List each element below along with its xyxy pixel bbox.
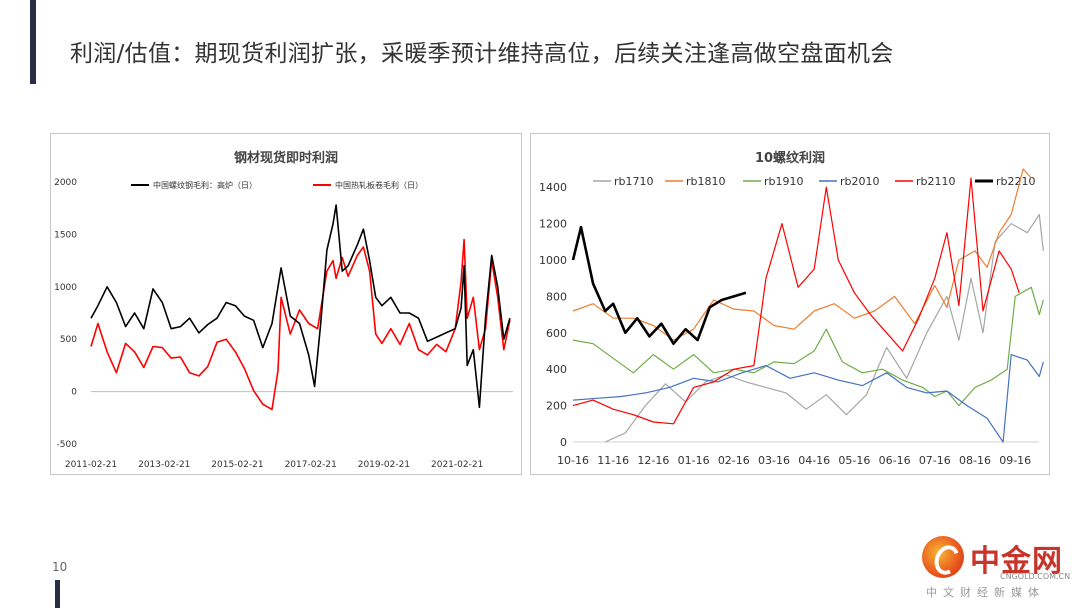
x-tick-label: 2011-02-21 bbox=[65, 460, 117, 470]
chart-right: 10螺纹利润 0 200 400 600 800 1000 1200 1400 10-16 11-1… bbox=[539, 150, 1044, 467]
logo-mark-icon bbox=[922, 536, 964, 579]
x-tick-label: 01-16 bbox=[678, 454, 710, 467]
x-tick-label: 2019-02-21 bbox=[358, 460, 410, 470]
title-accent-bar bbox=[30, 0, 36, 84]
chart-left: 钢材现货即时利润 -500 0 500 1000 1500 2000 2011-02-21 20… bbox=[54, 150, 513, 470]
y-tick-label: 500 bbox=[60, 335, 77, 345]
chart-panel-left: 钢材现货即时利润 -500 0 500 1000 1500 2000 2011-02-21 20… bbox=[50, 133, 522, 475]
y-tick-label: 0 bbox=[71, 388, 77, 398]
y-tick-label: 800 bbox=[546, 290, 567, 303]
y-tick-label: 2000 bbox=[54, 178, 77, 188]
logo-name: 中金网 bbox=[970, 544, 1063, 579]
x-tick-label: 11-16 bbox=[597, 454, 629, 467]
y-tick-label: 200 bbox=[546, 400, 567, 413]
x-tick-label: 05-16 bbox=[838, 454, 870, 467]
series-line bbox=[572, 354, 1044, 443]
x-tick-label: 2021-02-21 bbox=[431, 460, 483, 470]
legend-label: 中国螺纹钢毛利：高炉（日） bbox=[153, 180, 257, 190]
x-tick-label: 04-16 bbox=[798, 454, 830, 467]
series-line bbox=[571, 225, 747, 345]
slide-title: 利润/估值：期现货利润扩张，采暖季预计维持高位，后续关注逢高做空盘面机会 bbox=[70, 41, 894, 67]
series-line bbox=[90, 238, 511, 411]
legend-label: rb2010 bbox=[840, 175, 880, 188]
logo-slogan: 中文财经新媒体 bbox=[926, 586, 1045, 599]
x-tick-label: 09-16 bbox=[999, 454, 1031, 467]
legend-label: rb1910 bbox=[764, 175, 804, 188]
logo-domain: CNGOLD.COM.CN bbox=[1000, 572, 1071, 581]
y-tick-label: 1000 bbox=[54, 283, 77, 293]
y-tick-label: 1200 bbox=[539, 218, 567, 231]
y-tick-label: 1000 bbox=[539, 254, 567, 267]
series-line bbox=[90, 204, 511, 409]
x-tick-label: 02-16 bbox=[718, 454, 750, 467]
y-tick-label: 1500 bbox=[54, 230, 77, 240]
x-tick-label: 10-16 bbox=[557, 454, 589, 467]
x-tick-label: 2013-02-21 bbox=[138, 460, 190, 470]
y-tick-label: 600 bbox=[546, 327, 567, 340]
y-tick-label: -500 bbox=[57, 440, 78, 450]
legend-label: 中国热轧板卷毛利（日） bbox=[335, 180, 423, 190]
x-tick-label: 03-16 bbox=[758, 454, 790, 467]
page-number: 10 bbox=[52, 560, 68, 574]
x-tick-label: 07-16 bbox=[919, 454, 951, 467]
series-line bbox=[572, 177, 1020, 425]
series-line bbox=[572, 286, 1044, 407]
x-tick-label: 2017-02-21 bbox=[285, 460, 337, 470]
legend-label: rb2110 bbox=[916, 175, 956, 188]
series-line bbox=[572, 168, 1032, 341]
legend-label: rb2210 bbox=[996, 175, 1036, 188]
chart-panel-right: 10螺纹利润 0 200 400 600 800 1000 1200 1400 10-16 11-1… bbox=[530, 133, 1050, 475]
chart-title: 10螺纹利润 bbox=[755, 150, 825, 166]
footer-accent-bar bbox=[55, 580, 60, 608]
chart-title: 钢材现货即时利润 bbox=[234, 150, 338, 166]
brand-logo: 中金网 CNGOLD.COM.CN 中文财经新媒体 bbox=[918, 532, 1078, 604]
x-tick-label: 2015-02-21 bbox=[211, 460, 263, 470]
y-tick-label: 400 bbox=[546, 363, 567, 376]
series-line bbox=[604, 213, 1044, 443]
x-tick-label: 08-16 bbox=[959, 454, 991, 467]
x-tick-label: 06-16 bbox=[879, 454, 911, 467]
legend-label: rb1710 bbox=[614, 175, 654, 188]
legend-label: rb1810 bbox=[686, 175, 726, 188]
y-tick-label: 1400 bbox=[539, 181, 567, 194]
y-tick-label: 0 bbox=[560, 436, 567, 449]
x-tick-label: 12-16 bbox=[637, 454, 669, 467]
